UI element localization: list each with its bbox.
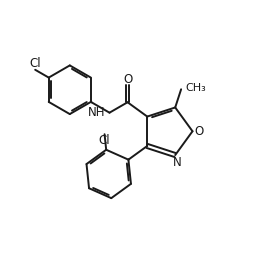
Text: Cl: Cl [29, 57, 41, 70]
Text: Cl: Cl [99, 134, 110, 147]
Text: CH₃: CH₃ [185, 82, 206, 93]
Text: N: N [173, 156, 181, 168]
Text: NH: NH [88, 106, 105, 119]
Text: O: O [194, 125, 203, 138]
Text: O: O [123, 73, 132, 86]
